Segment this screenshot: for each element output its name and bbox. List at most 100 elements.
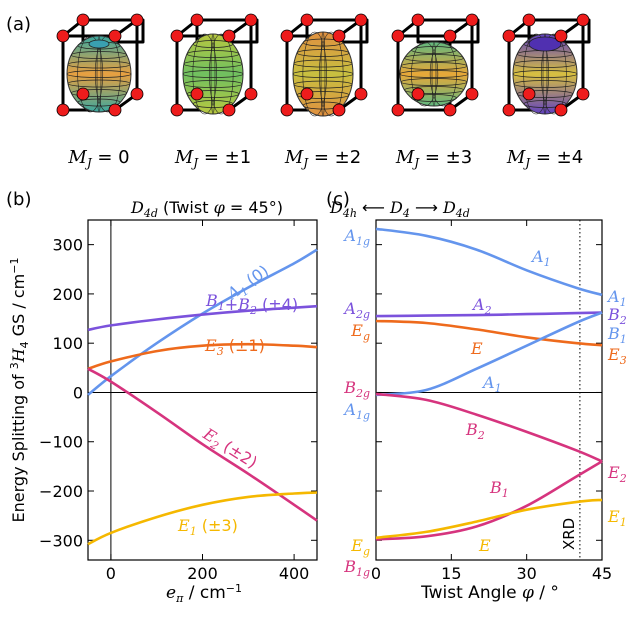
ligand-atom bbox=[76, 13, 90, 27]
ligand-atom bbox=[522, 13, 536, 27]
orbital-0 bbox=[56, 13, 145, 117]
series-label: B1+B2 (±4) bbox=[205, 291, 298, 317]
series-label: B1 bbox=[607, 324, 627, 346]
mj-label: MJ = ±3 bbox=[395, 147, 472, 170]
b-ytick-label: 100 bbox=[52, 334, 83, 353]
b-xtick-label: 200 bbox=[187, 564, 218, 583]
ligand-atom bbox=[244, 13, 258, 27]
ligand-atom bbox=[108, 103, 122, 117]
b-ytick-label: −100 bbox=[39, 433, 83, 452]
orbital-3 bbox=[391, 13, 480, 117]
series-label: A1 bbox=[481, 373, 502, 395]
b-series-line-1 bbox=[87, 304, 318, 332]
b-ytick-label: 0 bbox=[73, 383, 83, 402]
series-label: A2g bbox=[342, 299, 370, 321]
b-series-line-0 bbox=[87, 248, 318, 396]
series-label: E2 (±2) bbox=[197, 424, 260, 475]
ligand-atom bbox=[56, 29, 70, 43]
ligand-atom bbox=[222, 103, 236, 117]
orbital-4 bbox=[502, 13, 591, 117]
series-label: A1g bbox=[342, 226, 370, 248]
series-label: E2 bbox=[607, 463, 627, 485]
c-series-line-0 bbox=[375, 227, 603, 297]
xrd-label: XRD bbox=[560, 518, 578, 550]
y-axis-title: Energy Splitting of 3H4 GS / cm−1 bbox=[8, 258, 31, 523]
panel-a-orbitals: MJ = 0 MJ = ±1 MJ = ±2 MJ = ±3 MJ = ±4 bbox=[56, 13, 591, 170]
mj-label: MJ = 0 bbox=[67, 147, 129, 170]
mj-label: MJ = ±4 bbox=[506, 147, 583, 170]
c-series-line-4 bbox=[375, 392, 603, 463]
c-xtick-label: 15 bbox=[441, 564, 461, 583]
c-series-line-6 bbox=[375, 498, 603, 540]
ligand-atom bbox=[554, 29, 568, 43]
b-series-line-4 bbox=[87, 491, 318, 546]
b-series-line-2 bbox=[87, 342, 318, 371]
ligand-atom bbox=[332, 29, 346, 43]
ligand-atom bbox=[522, 87, 536, 101]
mj-label: MJ = ±2 bbox=[284, 147, 361, 170]
ligand-atom bbox=[130, 87, 144, 101]
ligand-atom bbox=[502, 29, 516, 43]
series-label: E1 bbox=[607, 507, 627, 529]
series-label: E bbox=[470, 339, 483, 358]
ligand-atom bbox=[280, 29, 294, 43]
ligand-atom bbox=[391, 29, 405, 43]
series-label: B2g bbox=[343, 378, 370, 400]
panel-b-title: D4d (Twist φ = 45°) bbox=[130, 198, 283, 220]
panel-label-a: (a) bbox=[6, 14, 31, 35]
series-label: B2 bbox=[465, 420, 485, 442]
ligand-atom bbox=[354, 87, 368, 101]
panel-b-chart: D4d (Twist φ = 45°) −300 −200 −100 0 100 200 3… bbox=[39, 198, 318, 583]
ligand-atom bbox=[411, 13, 425, 27]
series-label: E3 bbox=[607, 345, 627, 367]
ligand-atom bbox=[170, 103, 184, 117]
c-xtick-label: 30 bbox=[516, 564, 536, 583]
ligand-atom bbox=[190, 87, 204, 101]
ligand-atom bbox=[108, 29, 122, 43]
ligand-atom bbox=[554, 103, 568, 117]
series-label: E1 (±3) bbox=[177, 516, 238, 538]
ligand-atom bbox=[576, 87, 590, 101]
c-series-line-1 bbox=[375, 311, 603, 318]
c-series-line-3 bbox=[375, 311, 603, 397]
series-label: B1g bbox=[343, 557, 370, 579]
b-series-line-3 bbox=[87, 367, 318, 522]
c-xtick-label: 45 bbox=[592, 564, 612, 583]
ligand-atom bbox=[465, 87, 479, 101]
series-label: B1 bbox=[489, 478, 509, 500]
series-label: B2 bbox=[607, 305, 627, 327]
orbital-1 bbox=[170, 13, 259, 117]
series-label: Eg bbox=[350, 536, 370, 558]
b-ytick-label: −300 bbox=[39, 531, 83, 550]
c-series-line-5 bbox=[375, 460, 603, 541]
ligand-atom bbox=[130, 13, 144, 27]
panel-label-b: (b) bbox=[6, 189, 31, 210]
ligand-atom bbox=[576, 13, 590, 27]
c-x-axis-title: Twist Angle φ / ° bbox=[420, 583, 559, 603]
orbital-2 bbox=[280, 13, 369, 117]
ligand-atom bbox=[300, 87, 314, 101]
ligand-atom bbox=[443, 103, 457, 117]
ligand-atom bbox=[332, 103, 346, 117]
ligand-atom bbox=[300, 13, 314, 27]
series-label: E3 (±1) bbox=[204, 336, 265, 358]
ligand-atom bbox=[280, 103, 294, 117]
ligand-atom bbox=[244, 87, 258, 101]
c-xtick-label: 0 bbox=[371, 564, 381, 583]
b-ytick-label: 200 bbox=[52, 285, 83, 304]
mj-label: MJ = ±1 bbox=[174, 147, 251, 170]
ligand-atom bbox=[190, 13, 204, 27]
ligand-atom bbox=[76, 87, 90, 101]
ligand-atom bbox=[354, 13, 368, 27]
series-label: A2 bbox=[471, 295, 492, 317]
series-label: Eg bbox=[350, 321, 370, 343]
c-series-line-2 bbox=[375, 319, 603, 347]
series-label: A1g bbox=[342, 400, 370, 422]
ligand-atom bbox=[465, 13, 479, 27]
ligand-atom bbox=[391, 103, 405, 117]
series-label: A1 bbox=[530, 247, 551, 269]
ligand-atom bbox=[170, 29, 184, 43]
panel-label-c: (c) bbox=[326, 189, 350, 210]
